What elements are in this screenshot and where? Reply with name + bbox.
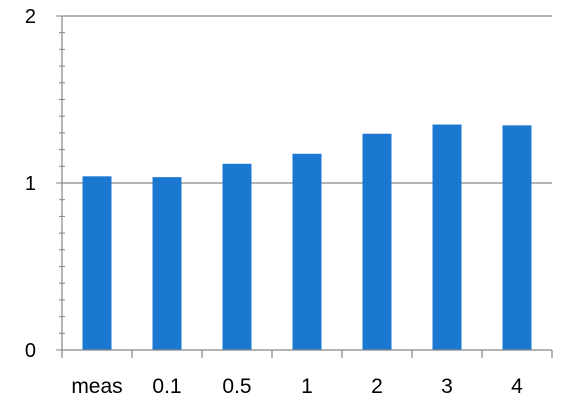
x-tick-label-1: 0.1 xyxy=(152,375,181,398)
labels: 0 1 2 meas 0.1 0.5 1 2 3 4 xyxy=(25,6,523,398)
x-tick-label-5: 3 xyxy=(441,375,453,398)
x-tick-label-0: meas xyxy=(71,375,122,398)
bar-1 xyxy=(152,177,182,350)
x-tick-label-6: 4 xyxy=(511,375,523,398)
bar-4 xyxy=(362,133,392,350)
axes xyxy=(56,15,553,358)
bar-6 xyxy=(502,125,532,350)
bar-5 xyxy=(432,124,462,350)
y-tick-label-0: 0 xyxy=(25,340,36,362)
x-tick-label-3: 1 xyxy=(301,375,313,398)
bars xyxy=(82,124,532,350)
bar-0 xyxy=(82,176,112,350)
y-tick-label-1: 1 xyxy=(25,173,36,195)
x-tick-label-4: 2 xyxy=(371,375,383,398)
x-tick-label-2: 0.5 xyxy=(222,375,251,398)
y-tick-label-2: 2 xyxy=(25,6,36,28)
bar-3 xyxy=(292,153,322,350)
bar-2 xyxy=(222,163,252,350)
